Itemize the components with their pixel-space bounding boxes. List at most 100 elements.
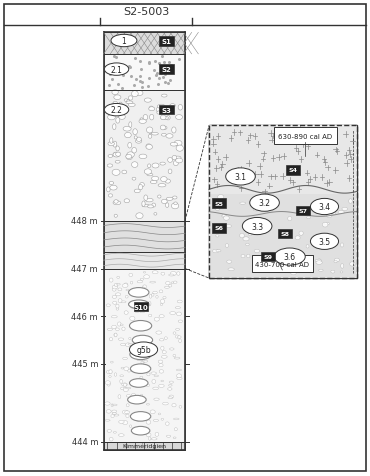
- Ellipse shape: [130, 282, 133, 284]
- Ellipse shape: [149, 295, 152, 298]
- Ellipse shape: [128, 396, 146, 404]
- Ellipse shape: [165, 203, 169, 208]
- Text: 447 m: 447 m: [71, 265, 98, 273]
- Ellipse shape: [216, 228, 220, 231]
- Ellipse shape: [139, 120, 147, 124]
- Ellipse shape: [140, 367, 142, 370]
- Ellipse shape: [166, 198, 173, 201]
- Ellipse shape: [139, 371, 144, 373]
- Ellipse shape: [126, 415, 129, 418]
- Ellipse shape: [126, 102, 133, 105]
- Ellipse shape: [114, 373, 117, 377]
- Ellipse shape: [340, 243, 344, 248]
- Ellipse shape: [143, 115, 148, 121]
- Ellipse shape: [240, 203, 246, 205]
- Ellipse shape: [143, 356, 146, 358]
- Ellipse shape: [112, 170, 120, 176]
- Ellipse shape: [162, 127, 167, 130]
- Ellipse shape: [177, 336, 181, 338]
- Ellipse shape: [174, 281, 177, 284]
- Ellipse shape: [134, 190, 140, 193]
- Ellipse shape: [226, 225, 232, 228]
- Ellipse shape: [140, 279, 144, 281]
- Ellipse shape: [121, 387, 124, 390]
- Ellipse shape: [302, 257, 307, 261]
- Ellipse shape: [166, 116, 170, 120]
- Ellipse shape: [139, 352, 142, 353]
- Ellipse shape: [127, 100, 130, 105]
- Ellipse shape: [315, 260, 322, 262]
- Ellipse shape: [130, 364, 151, 374]
- Ellipse shape: [143, 360, 148, 362]
- Ellipse shape: [307, 217, 310, 219]
- Ellipse shape: [123, 127, 131, 132]
- Ellipse shape: [174, 157, 181, 159]
- Ellipse shape: [130, 304, 135, 307]
- Ellipse shape: [113, 102, 117, 105]
- Ellipse shape: [139, 155, 147, 159]
- Ellipse shape: [160, 304, 163, 306]
- Ellipse shape: [148, 135, 152, 139]
- Ellipse shape: [161, 418, 164, 420]
- Ellipse shape: [120, 324, 123, 326]
- FancyBboxPatch shape: [261, 252, 275, 262]
- Ellipse shape: [159, 364, 163, 367]
- Ellipse shape: [177, 300, 182, 303]
- Ellipse shape: [156, 296, 158, 298]
- Ellipse shape: [147, 373, 150, 376]
- Text: S5: S5: [215, 201, 223, 206]
- Text: S8: S8: [280, 232, 289, 237]
- Ellipse shape: [130, 425, 132, 427]
- Text: 3.2: 3.2: [259, 199, 270, 208]
- Ellipse shape: [146, 420, 151, 424]
- Ellipse shape: [112, 104, 117, 107]
- Ellipse shape: [118, 338, 124, 341]
- Ellipse shape: [178, 105, 182, 111]
- Ellipse shape: [159, 290, 163, 293]
- Ellipse shape: [333, 211, 336, 215]
- Ellipse shape: [125, 133, 131, 139]
- Ellipse shape: [143, 285, 147, 288]
- Ellipse shape: [122, 327, 125, 331]
- Ellipse shape: [112, 410, 117, 413]
- Ellipse shape: [146, 145, 152, 150]
- Bar: [104, 90, 185, 221]
- Ellipse shape: [212, 250, 219, 253]
- Ellipse shape: [113, 153, 120, 158]
- Ellipse shape: [117, 277, 120, 279]
- Ellipse shape: [121, 344, 125, 346]
- Ellipse shape: [110, 338, 112, 341]
- Ellipse shape: [106, 410, 111, 413]
- Ellipse shape: [148, 437, 151, 440]
- Ellipse shape: [105, 420, 110, 421]
- Ellipse shape: [124, 283, 128, 287]
- Text: g5b: g5b: [136, 346, 151, 354]
- Ellipse shape: [142, 288, 145, 291]
- Ellipse shape: [163, 297, 166, 299]
- Ellipse shape: [125, 387, 131, 389]
- Ellipse shape: [141, 355, 147, 357]
- Bar: [104, 221, 185, 252]
- Ellipse shape: [121, 301, 126, 303]
- Ellipse shape: [111, 415, 114, 418]
- Ellipse shape: [113, 201, 121, 205]
- Ellipse shape: [153, 292, 157, 294]
- Ellipse shape: [108, 155, 113, 158]
- Ellipse shape: [164, 287, 169, 288]
- Ellipse shape: [116, 118, 120, 124]
- Ellipse shape: [254, 250, 260, 253]
- FancyBboxPatch shape: [159, 65, 174, 75]
- Ellipse shape: [168, 158, 172, 163]
- Ellipse shape: [134, 337, 140, 339]
- Ellipse shape: [142, 359, 145, 363]
- Ellipse shape: [316, 261, 322, 265]
- Ellipse shape: [131, 370, 134, 372]
- Ellipse shape: [112, 124, 116, 130]
- Ellipse shape: [176, 369, 182, 371]
- Ellipse shape: [228, 268, 234, 271]
- Text: 430-700 cal AD: 430-700 cal AD: [255, 261, 309, 267]
- Ellipse shape: [131, 91, 138, 98]
- Bar: [104, 269, 185, 442]
- Ellipse shape: [116, 147, 120, 151]
- Ellipse shape: [274, 248, 305, 266]
